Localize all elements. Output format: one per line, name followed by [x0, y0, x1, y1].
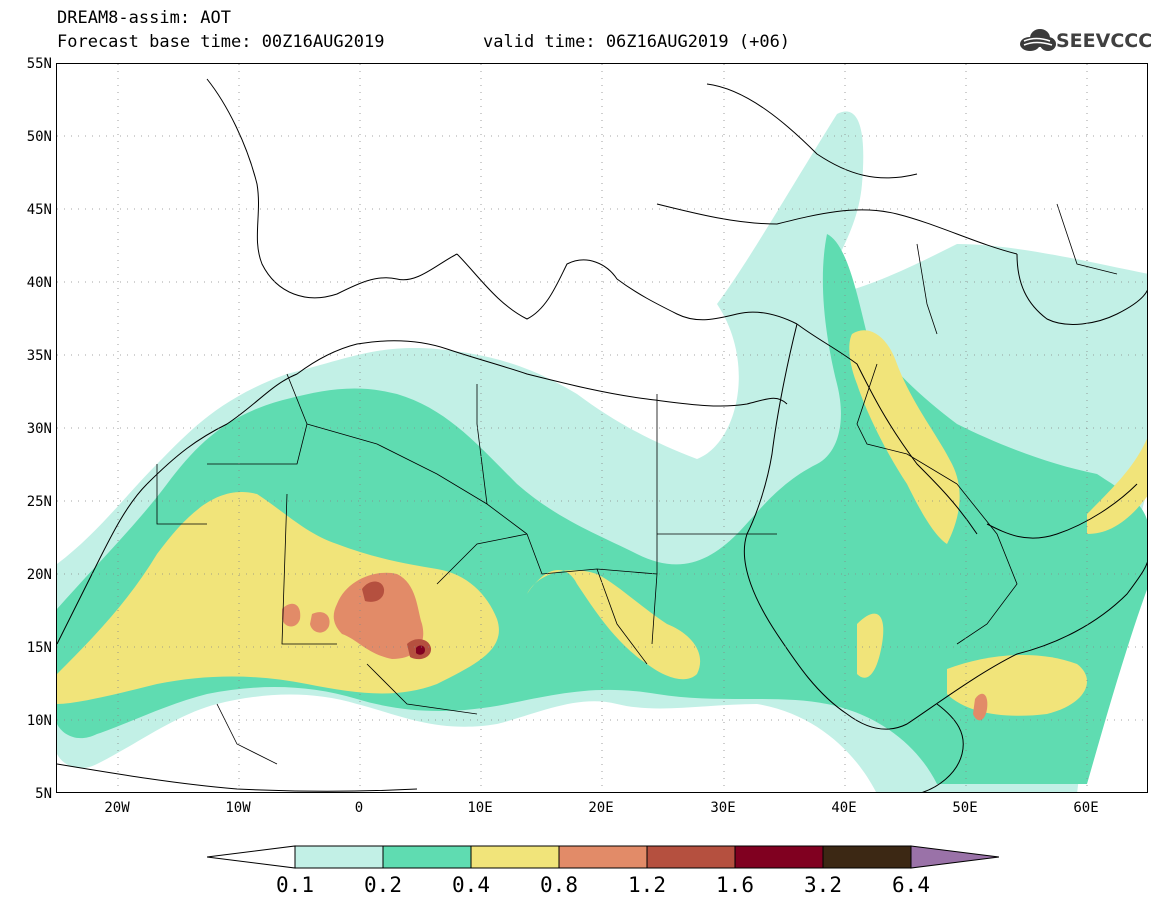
aot-level-0-8 [333, 572, 424, 659]
lat-label: 55N [26, 56, 52, 72]
colorbar-label: 0.4 [452, 873, 490, 897]
lat-label: 10N [26, 713, 52, 729]
lon-label: 40E [831, 800, 857, 816]
lon-label: 10W [225, 800, 251, 816]
colorbar-label: 0.1 [276, 873, 314, 897]
aot-level-1-6 [416, 645, 425, 655]
lat-label: 20N [26, 567, 52, 583]
colorbar-label: 6.4 [892, 873, 930, 897]
lat-label: 35N [26, 348, 52, 364]
color-bar [207, 845, 999, 869]
colorbar-label: 3.2 [804, 873, 842, 897]
forecast-base-time: Forecast base time: 00Z16AUG2019 [57, 32, 385, 52]
lat-label: 45N [26, 202, 52, 218]
colorbar-label: 1.2 [628, 873, 666, 897]
aot-level-0-8-c [310, 612, 330, 633]
colorbar-label: 0.2 [364, 873, 402, 897]
colorbar-below-triangle [207, 845, 296, 869]
lon-label: 0 [354, 800, 364, 816]
lon-label: 20W [104, 800, 130, 816]
colorbar-label: 1.6 [716, 873, 754, 897]
map-title: DREAM8-assim: AOT [57, 8, 231, 28]
aot-level-0-4-b [527, 570, 701, 680]
aot-level-1-2 [362, 581, 385, 602]
colorbar-label: 0.8 [540, 873, 578, 897]
colorbar-bin [382, 845, 472, 869]
lat-label: 25N [26, 494, 52, 510]
seevccc-logo [1020, 29, 1056, 51]
lon-label: 50E [952, 800, 978, 816]
aot-level-0-4-f [857, 613, 884, 678]
aot-level-0-4-d [947, 654, 1087, 716]
colorbar-bin [470, 845, 560, 869]
valid-time: valid time: 06Z16AUG2019 (+06) [483, 32, 791, 52]
colorbar-bin [646, 845, 736, 869]
graticule [57, 64, 1147, 792]
aot-map [56, 63, 1148, 793]
lat-label: 15N [26, 640, 52, 656]
colorbar-above-triangle [910, 845, 999, 869]
lon-label: 20E [588, 800, 614, 816]
colorbar-bin [558, 845, 648, 869]
coastlines [57, 78, 1147, 792]
lon-label: 10E [467, 800, 493, 816]
lat-label: 5N [35, 786, 52, 802]
lat-label: 40N [26, 275, 52, 291]
map-canvas [57, 64, 1147, 792]
lat-label: 30N [26, 421, 52, 437]
country-borders [156, 203, 1118, 765]
logo-text: SEEVCCC [1056, 30, 1153, 52]
aot-level-0-4-e [1087, 438, 1147, 534]
aot-level-0-8-b [282, 603, 301, 627]
colorbar-bin [734, 845, 824, 869]
aot-field [57, 111, 1147, 792]
lon-label: 60E [1073, 800, 1099, 816]
lon-label: 30E [710, 800, 736, 816]
lat-label: 50N [26, 129, 52, 145]
colorbar-bin [822, 845, 912, 869]
aot-level-0-4-c [849, 330, 960, 544]
aot-level-0-8-d [973, 693, 988, 721]
colorbar-bin [294, 845, 384, 869]
